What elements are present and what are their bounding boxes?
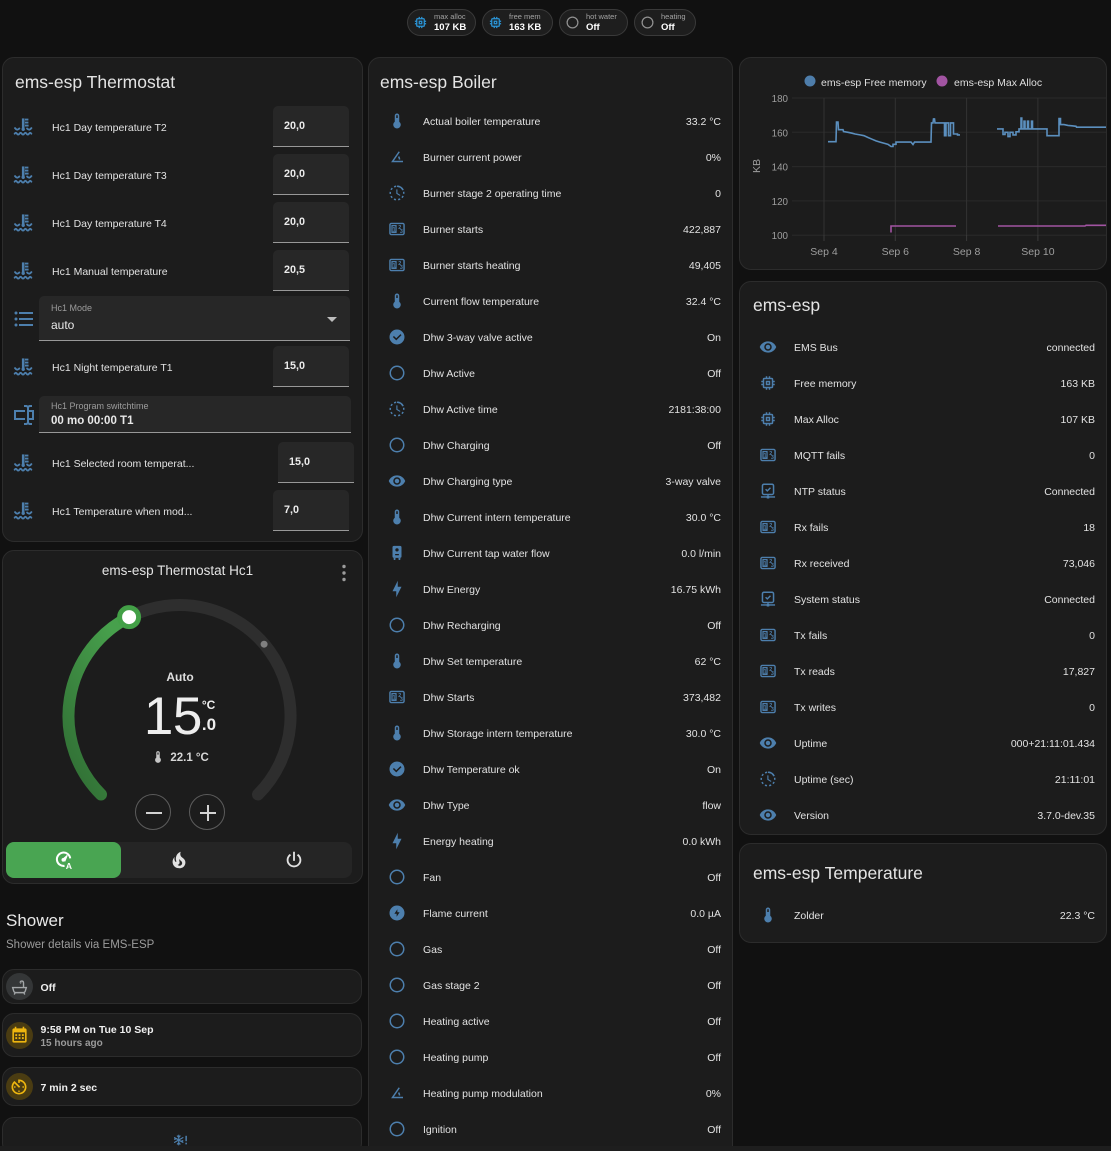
svg-text:2: 2 [398,260,401,266]
svg-text:1: 1 [763,525,767,531]
svg-text:1: 1 [392,227,396,233]
svg-text:120: 120 [772,197,789,208]
svg-text:Sep 4: Sep 4 [810,246,838,258]
svg-text:3: 3 [770,635,773,641]
svg-text:3: 3 [770,563,773,569]
svg-text:3: 3 [770,455,773,461]
svg-text:3: 3 [399,697,402,703]
svg-text:3: 3 [770,527,773,533]
svg-text:3: 3 [399,265,402,271]
svg-text:ems-esp Max Alloc: ems-esp Max Alloc [954,77,1042,89]
svg-text:A: A [66,861,73,871]
svg-text:160: 160 [772,128,789,139]
svg-text:2: 2 [769,450,772,456]
svg-text:1: 1 [763,669,767,675]
svg-text:2: 2 [769,522,772,528]
svg-text:2: 2 [769,702,772,708]
svg-text:1: 1 [763,705,767,711]
svg-text:KB: KB [751,159,763,173]
svg-text:2: 2 [769,630,772,636]
svg-text:2: 2 [398,692,401,698]
svg-text:1: 1 [763,561,767,567]
svg-text:3: 3 [399,229,402,235]
svg-text:Sep 10: Sep 10 [1021,246,1054,258]
svg-text:1: 1 [763,453,767,459]
svg-text:1: 1 [392,263,396,269]
svg-text:1: 1 [392,695,396,701]
svg-text:3: 3 [770,671,773,677]
svg-text:2: 2 [769,666,772,672]
svg-text:Sep 8: Sep 8 [953,246,981,258]
svg-text:100: 100 [772,231,789,242]
svg-text:140: 140 [772,163,789,174]
svg-text:2: 2 [398,224,401,230]
svg-text:1: 1 [763,633,767,639]
svg-text:3: 3 [770,707,773,713]
svg-text:ems-esp Free memory: ems-esp Free memory [821,77,927,89]
svg-text:180: 180 [772,94,789,105]
svg-text:2: 2 [769,558,772,564]
svg-text:Sep 6: Sep 6 [882,246,910,258]
